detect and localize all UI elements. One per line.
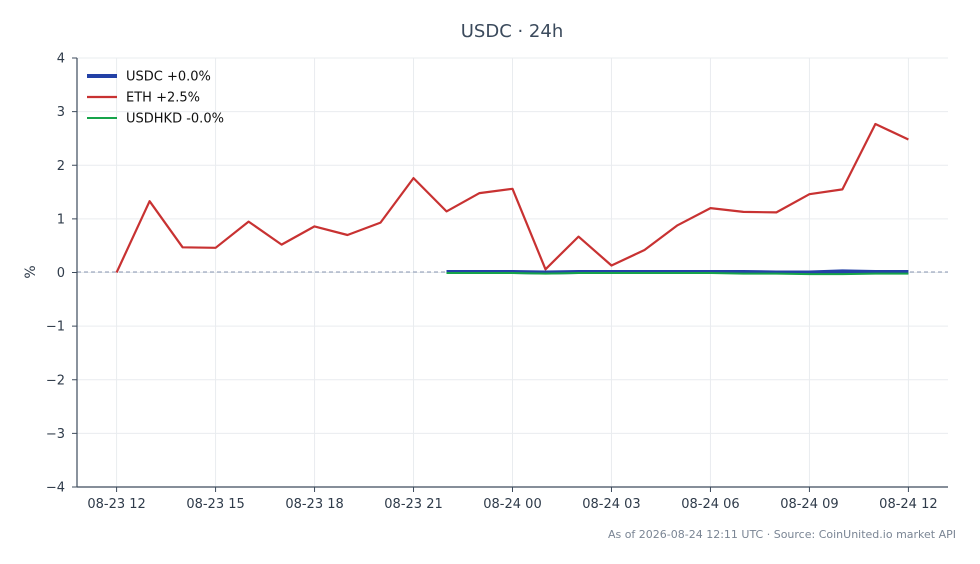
footer-source: As of 2026-08-24 12:11 UTC · Source: Coi… [608, 528, 956, 541]
x-tick-label: 08-23 15 [186, 497, 244, 512]
y-tick-label: 2 [57, 159, 65, 174]
legend-label: USDHKD -0.0% [126, 112, 224, 127]
x-tick-label: 08-24 03 [582, 497, 640, 512]
y-tick-label: −4 [46, 481, 65, 496]
y-tick-label: 1 [57, 212, 65, 227]
x-tick-label: 08-24 06 [681, 497, 739, 512]
x-axis-ticks: 08-23 12 08-23 15 08-23 18 08-23 21 08-24 00… [87, 487, 938, 512]
x-tick-label: 08-24 09 [780, 497, 838, 512]
legend-label: USDC +0.0% [126, 70, 211, 85]
x-tick-label: 08-23 12 [87, 497, 145, 512]
y-tick-label: 4 [57, 52, 65, 67]
legend: USDC +0.0% ETH +2.5% USDHKD -0.0% [87, 70, 224, 127]
y-tick-label: 0 [57, 266, 65, 281]
y-tick-label: −2 [46, 373, 65, 388]
y-axis-label: % [23, 265, 39, 278]
chart-title: USDC · 24h [461, 21, 564, 42]
legend-label: ETH +2.5% [126, 91, 200, 106]
series-line-1 [115, 122, 909, 273]
x-tick-label: 08-24 00 [483, 497, 541, 512]
y-tick-label: −1 [46, 320, 65, 335]
y-axis-ticks: 4 3 2 1 0 −1 −2 −3 −4 [46, 52, 77, 496]
series-line-2 [446, 272, 909, 276]
y-tick-label: −3 [46, 427, 65, 442]
x-tick-label: 08-23 18 [285, 497, 343, 512]
x-tick-label: 08-23 21 [384, 497, 442, 512]
series-lines [115, 122, 909, 276]
x-tick-label: 08-24 12 [879, 497, 937, 512]
y-tick-label: 3 [57, 105, 65, 120]
